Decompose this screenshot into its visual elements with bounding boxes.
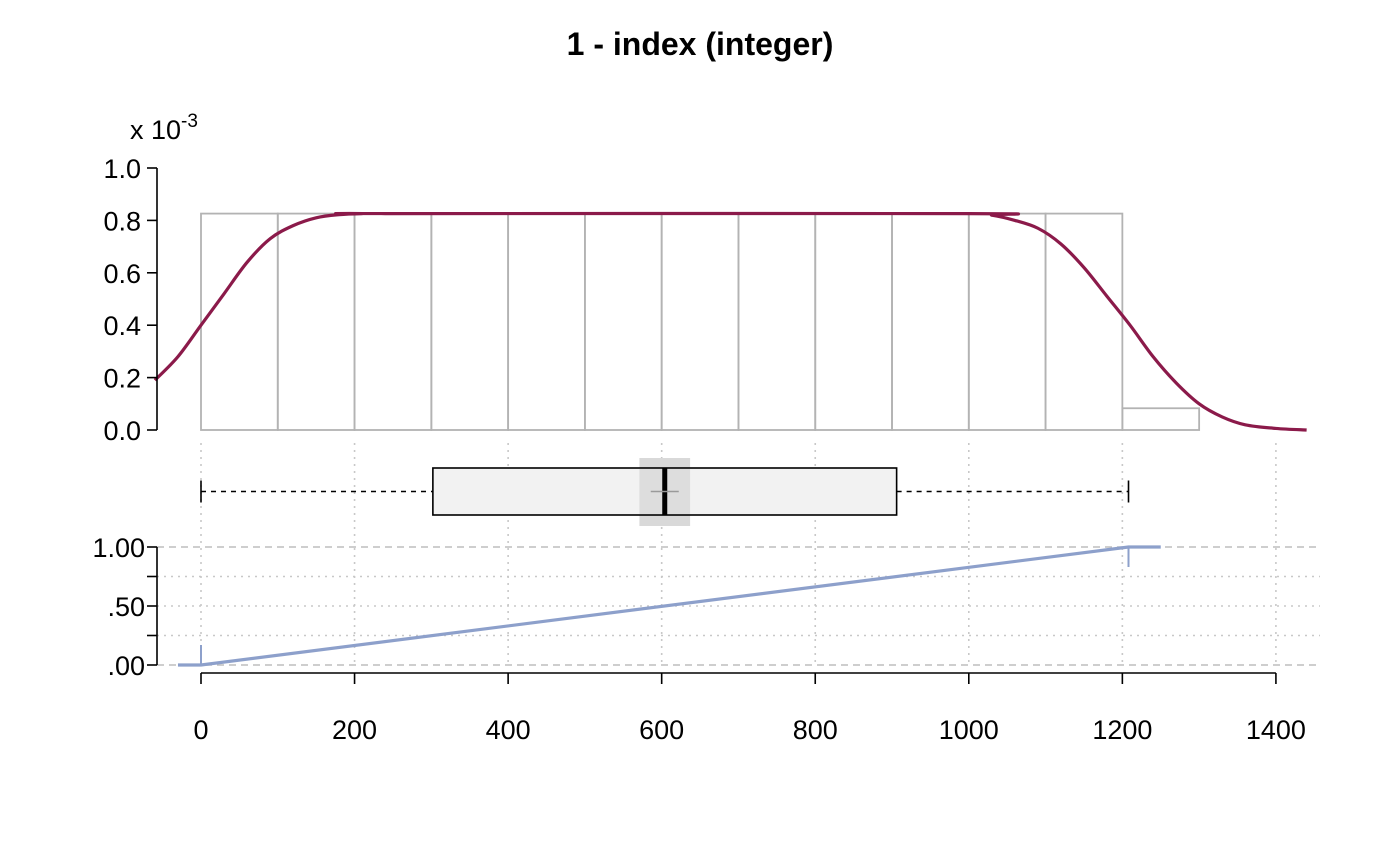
x-tick-label: 1400 bbox=[1246, 715, 1306, 745]
histogram-y-tick-label: 0.8 bbox=[103, 206, 141, 236]
x-tick-label: 1200 bbox=[1092, 715, 1152, 745]
boxplot bbox=[200, 458, 1130, 526]
histogram-bar bbox=[660, 212, 740, 431]
histogram-bar bbox=[814, 212, 893, 431]
x-tick-label: 1000 bbox=[939, 715, 999, 745]
density-line bbox=[153, 211, 1307, 432]
histogram-bar bbox=[276, 212, 356, 431]
chart-title: 1 - index (integer) bbox=[567, 26, 834, 62]
axes: 0.0 0.2 0.4 0.6 0.8 1.0 .00 .50 1.00 0 200 400 600 80… bbox=[92, 154, 1306, 745]
histogram-bar bbox=[200, 212, 279, 431]
ecdf-line bbox=[177, 545, 1161, 667]
ecdf-plot bbox=[177, 545, 1161, 667]
histogram-y-tick-label: 0.2 bbox=[103, 364, 141, 394]
histogram-y-tick-label: 0.6 bbox=[103, 259, 141, 289]
x-tick-label: 600 bbox=[639, 715, 684, 745]
histogram-y-tick-label: 1.0 bbox=[103, 154, 141, 184]
histogram-y-tick-label: 0.4 bbox=[103, 311, 141, 341]
x-tick-label: 200 bbox=[332, 715, 377, 745]
ecdf-y-tick-label: 1.00 bbox=[92, 533, 145, 563]
x-tick-label: 400 bbox=[486, 715, 531, 745]
x-tick-label: 0 bbox=[193, 715, 208, 745]
y-axis-multiplier: x 10-3 bbox=[130, 111, 198, 145]
histogram-bar bbox=[353, 212, 433, 431]
histogram-y-tick-label: 0.0 bbox=[103, 416, 141, 446]
ecdf-y-tick-label: .00 bbox=[107, 651, 145, 681]
histogram bbox=[200, 212, 1201, 431]
histogram-bar bbox=[891, 212, 970, 431]
histogram-bar bbox=[1121, 407, 1201, 431]
histogram-bar bbox=[584, 212, 663, 431]
histogram-bar bbox=[507, 212, 586, 431]
histogram-bar bbox=[737, 212, 817, 431]
histogram-bar bbox=[967, 212, 1047, 431]
histogram-bar bbox=[430, 212, 510, 431]
y-multiplier-label: x 10-3 bbox=[130, 111, 198, 145]
x-tick-label: 800 bbox=[793, 715, 838, 745]
histogram-bar bbox=[1044, 212, 1124, 431]
density-curve bbox=[153, 211, 1307, 432]
ecdf-y-tick-label: .50 bbox=[107, 592, 145, 622]
